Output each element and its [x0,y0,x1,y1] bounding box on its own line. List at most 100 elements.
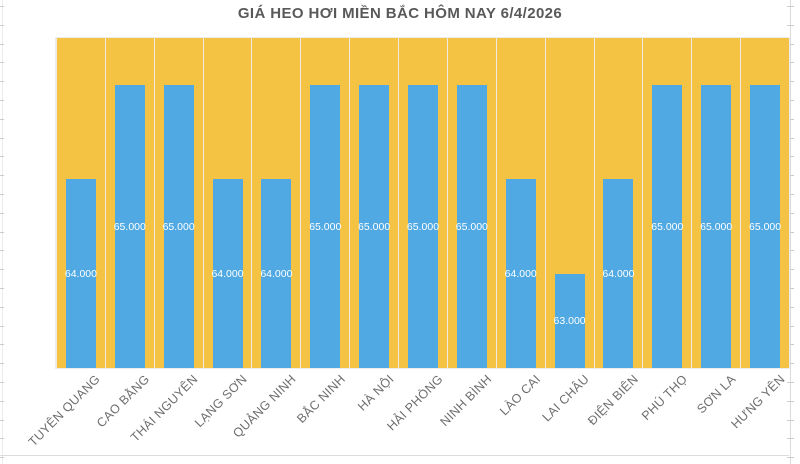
row-tick [787,231,794,233]
x-axis-label: HẢI PHÒNG [383,372,446,434]
row-tick [787,137,794,139]
chart-title: GIÁ HEO HƠI MIỀN BẮC HÔM NAY 6/4/2026 [237,5,563,22]
bar-value-label: 65.000 [455,220,488,233]
plot-area: 64.000 65.000 65.000 64.000 64.000 65.000 65.0… [55,37,790,369]
bar: 65.000 [455,85,488,368]
row-tick [787,363,794,365]
bar-value-label: 65.000 [113,220,146,233]
row-tick [0,306,4,308]
row-tick [787,325,794,327]
bar: 65.000 [309,85,342,368]
category-column: 65.000 [153,38,203,368]
x-axis-label: ĐIỆN BIÊN [584,372,641,429]
row-tick [0,100,4,101]
row-tick [0,269,4,271]
row-tick [0,400,4,402]
x-axis-label: SƠN LA [694,372,739,417]
row-tick [787,62,794,64]
row-tick [787,419,794,421]
row-tick [0,325,4,327]
x-axis-label: HÀ NỘI [354,372,397,414]
row-tick [0,382,4,383]
row-tick [0,118,4,120]
x-axis-label: NINH BÌNH [437,372,495,429]
bar-value-label: 65.000 [748,220,782,233]
category-column: 64.000 [202,38,252,368]
row-tick [0,212,4,214]
row-tick [0,175,4,177]
bar-value-label: 65.000 [309,220,342,233]
category-column: 65.000 [740,38,789,368]
bar-value-label: 64.000 [504,267,537,280]
row-tick [787,156,794,158]
bar-value-label: 64.000 [602,267,635,280]
row-tick [787,6,794,7]
row-tick [787,269,794,271]
row-tick [0,288,4,289]
bar-value-label: 65.000 [358,220,391,233]
category-column: 65.000 [300,38,349,368]
bar: 64.000 [260,179,293,368]
row-tick [0,231,4,233]
x-axis-label: LÀO CAI [496,372,544,419]
row-tick [0,81,4,83]
bar: 64.000 [504,179,537,368]
bar-value-label: 65.000 [406,220,440,233]
row-tick [787,438,794,440]
row-tick [787,118,794,120]
bar-value-label: 65.000 [162,220,195,233]
row-tick [787,344,794,346]
bar: 64.000 [602,179,635,368]
row-tick [787,43,794,45]
row-tick [0,24,4,26]
bar-value-label: 65.000 [700,220,733,233]
x-axis-label: TUYÊN QUANG [26,372,104,450]
category-column: 65.000 [104,38,154,368]
row-tick [0,363,4,365]
bar-value-label: 64.000 [64,267,97,280]
category-column: 64.000 [593,38,643,368]
category-column: 65.000 [642,38,691,368]
category-column: 64.000 [56,38,105,368]
row-tick [787,400,794,402]
row-tick [787,457,794,459]
x-axis-label: QUẢNG NINH [230,372,299,441]
row-tick [0,250,4,252]
bar-value-label: 64.000 [211,267,244,280]
bar: 65.000 [651,85,683,368]
row-tick [787,81,794,83]
bar-value-label: 64.000 [260,267,293,280]
bar: 63.000 [554,273,586,368]
category-column: 65.000 [398,38,447,368]
x-axis-label: BẮC NINH [293,372,348,426]
category-column: 64.000 [495,38,545,368]
x-axis-label: LẠNG SƠN [191,372,250,430]
bar: 65.000 [406,85,440,368]
row-tick [0,344,4,346]
x-axis-label: CAO BẰNG [93,372,153,431]
x-axis-label: LAI CHÂU [539,372,593,425]
row-tick [787,250,794,252]
bar: 65.000 [358,85,391,368]
category-column: 64.000 [251,38,300,368]
row-tick [787,382,794,383]
bar: 65.000 [113,85,146,368]
category-column: 65.000 [446,38,496,368]
row-tick [787,194,794,195]
category-column: 65.000 [349,38,398,368]
bar: 64.000 [64,179,97,368]
row-tick [787,100,794,101]
row-tick [787,24,794,26]
row-tick [0,62,4,64]
x-axis-label: PHÚ THỌ [638,372,690,424]
bar: 65.000 [162,85,195,368]
row-tick [0,6,4,7]
row-tick [787,306,794,308]
category-column: 63.000 [544,38,594,368]
row-tick [0,156,4,158]
bar: 65.000 [700,85,733,368]
row-tick [0,457,4,459]
row-tick [787,212,794,214]
spreadsheet-bottom-gridline [0,455,789,456]
